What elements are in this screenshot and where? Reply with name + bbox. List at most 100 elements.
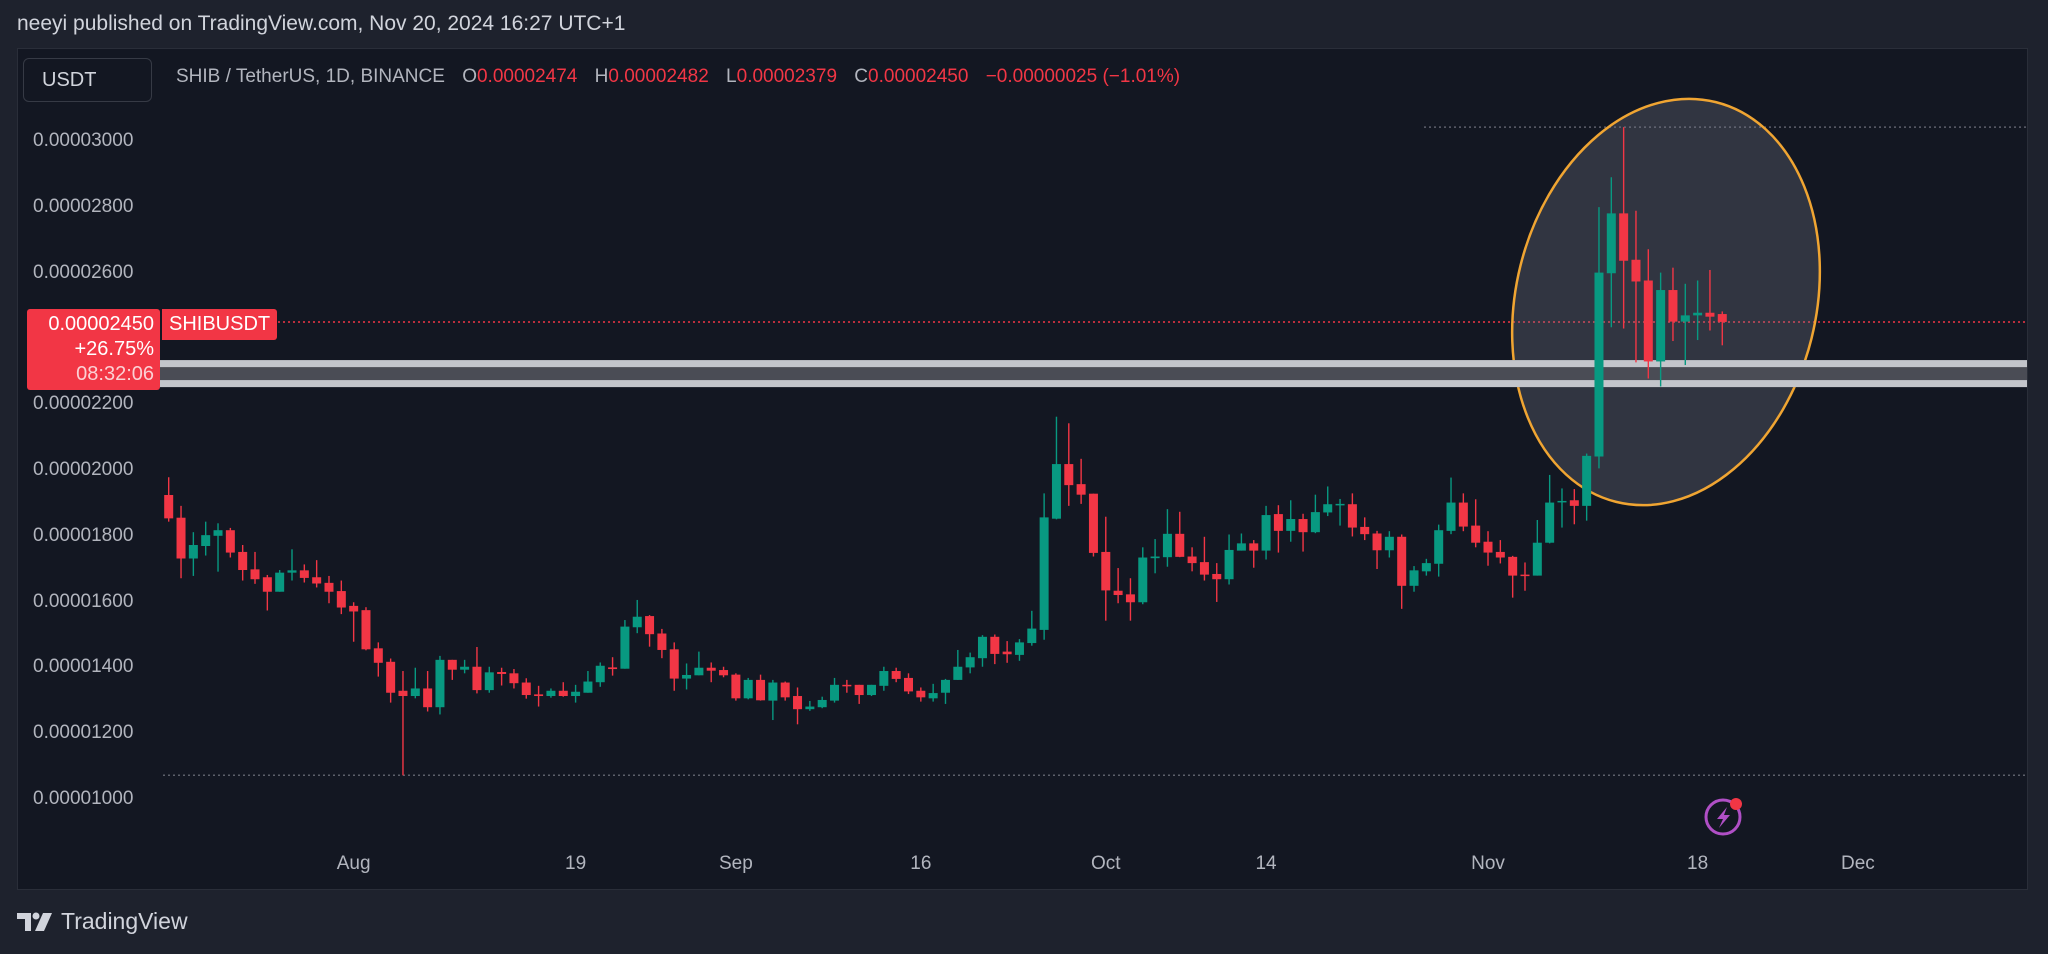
lightning-bolt-icon[interactable] bbox=[1704, 798, 1742, 836]
candle-body bbox=[977, 636, 987, 659]
currency-button[interactable]: USDT bbox=[23, 58, 152, 102]
candle-body bbox=[410, 688, 420, 697]
candle-body bbox=[805, 706, 815, 710]
candle-body bbox=[743, 679, 753, 699]
candle-body bbox=[1027, 628, 1037, 644]
candle-body bbox=[793, 696, 803, 710]
candle-body bbox=[1668, 290, 1678, 322]
candle-body bbox=[1594, 272, 1604, 457]
candle-body bbox=[1434, 530, 1444, 564]
candle bbox=[534, 685, 544, 707]
candle-body bbox=[780, 682, 790, 698]
candle bbox=[1545, 474, 1555, 544]
candle bbox=[497, 667, 507, 686]
candle bbox=[854, 684, 864, 704]
tradingview-logo[interactable]: TradingView bbox=[17, 908, 188, 935]
candle-body bbox=[583, 681, 593, 693]
candle-body bbox=[830, 684, 840, 701]
candle bbox=[1532, 520, 1542, 576]
candle-body bbox=[287, 570, 297, 573]
candle bbox=[312, 560, 322, 588]
candle bbox=[817, 696, 827, 709]
candle-body bbox=[1224, 549, 1234, 580]
candle bbox=[1347, 493, 1357, 537]
candle bbox=[410, 667, 420, 699]
candle-body bbox=[608, 667, 618, 670]
candle-body bbox=[472, 666, 482, 691]
candle-body bbox=[336, 591, 346, 608]
price-tick-label: 0.00001800 bbox=[33, 524, 134, 546]
candle bbox=[1014, 639, 1024, 661]
candle bbox=[1236, 533, 1246, 551]
candle bbox=[1064, 423, 1074, 506]
candle-body bbox=[706, 667, 716, 671]
candle bbox=[669, 642, 679, 691]
candle-body bbox=[632, 616, 642, 628]
candle bbox=[1594, 207, 1604, 469]
candle-body bbox=[558, 690, 568, 697]
candle bbox=[213, 523, 223, 572]
candle-body bbox=[1680, 315, 1690, 322]
candle bbox=[1557, 488, 1567, 528]
candle bbox=[1310, 494, 1320, 534]
candle-body bbox=[435, 659, 445, 708]
candle-body bbox=[1298, 519, 1308, 533]
candle-body bbox=[657, 633, 667, 650]
candle-body bbox=[1039, 517, 1049, 630]
candle bbox=[780, 681, 790, 701]
candle bbox=[719, 666, 729, 678]
low-label: L bbox=[726, 66, 737, 87]
candle-body bbox=[953, 666, 963, 680]
candle-body bbox=[238, 551, 248, 571]
candle-body bbox=[842, 684, 852, 687]
candle bbox=[386, 658, 396, 703]
change-percent: +26.75% bbox=[74, 338, 154, 360]
candle-body bbox=[1606, 213, 1616, 274]
candle-body bbox=[324, 582, 334, 592]
chart-panel[interactable] bbox=[17, 48, 2028, 890]
candle-body bbox=[817, 699, 827, 708]
candle bbox=[1101, 516, 1111, 621]
candle-body bbox=[1372, 533, 1382, 551]
candle-body bbox=[1236, 543, 1246, 551]
candle bbox=[965, 652, 975, 674]
candle-body bbox=[1175, 533, 1185, 557]
candle bbox=[238, 545, 248, 581]
candle-body bbox=[1323, 504, 1333, 513]
candle-body bbox=[1101, 551, 1111, 591]
candle-body bbox=[201, 535, 211, 546]
candle-body bbox=[361, 610, 371, 650]
candle bbox=[447, 659, 457, 680]
candle-body bbox=[1187, 556, 1197, 564]
candle bbox=[953, 649, 963, 680]
candle bbox=[1458, 493, 1468, 532]
candle-body bbox=[1076, 484, 1086, 495]
candle bbox=[1224, 534, 1234, 585]
candle-body bbox=[645, 616, 655, 635]
candle bbox=[1187, 547, 1197, 572]
candle bbox=[1175, 511, 1185, 558]
support-zone-top-line[interactable] bbox=[160, 360, 2027, 368]
candle bbox=[558, 682, 568, 697]
candle-body bbox=[719, 670, 729, 676]
candle-body bbox=[1310, 512, 1320, 533]
candle bbox=[1397, 534, 1407, 609]
candle-body bbox=[1557, 500, 1567, 503]
candle bbox=[398, 671, 408, 776]
candle bbox=[1421, 558, 1431, 576]
candle bbox=[645, 615, 655, 647]
candle-body bbox=[1064, 464, 1074, 486]
candle-body bbox=[398, 690, 408, 697]
candle-body bbox=[1088, 493, 1098, 553]
candle-body bbox=[1446, 502, 1456, 531]
open-label: O bbox=[462, 66, 477, 87]
open-value: 0.00002474 bbox=[476, 66, 578, 87]
price-tick-label: 0.00002600 bbox=[33, 261, 134, 283]
candle-body bbox=[1409, 570, 1419, 586]
support-zone-bottom-line[interactable] bbox=[160, 380, 2027, 388]
candle-body bbox=[1717, 314, 1727, 322]
annotation-ellipse[interactable] bbox=[1471, 66, 1862, 538]
candle bbox=[1520, 562, 1530, 591]
candle-body bbox=[1335, 503, 1345, 506]
